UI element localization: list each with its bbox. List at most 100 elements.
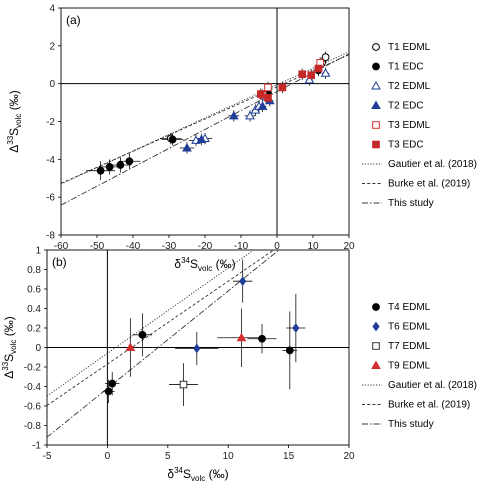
data-point [285,346,294,355]
y-axis-title-sup: 33 [6,135,15,144]
y-tick-label: -8 [46,231,55,242]
y-axis-title: Δ33Svolc (‰) [1,316,18,379]
legend-label: T1 EDC [388,62,424,73]
x-tick-label: -60 [54,241,69,252]
data-point [298,70,306,79]
x-axis-title-a: δ [167,467,174,481]
x-tick-label: -10 [234,241,249,252]
data-point [239,276,247,287]
x-axis-title-sub: volc [198,264,212,273]
data-point [245,110,255,120]
panel-b: -5 0 5 10 15 20 -1 -0.8 -0.6 -0.4 -0.2 0 0.2 0.4 0.6 0.… [1,246,477,484]
legend-marker [372,140,380,149]
x-axis-title-unit: (‰) [212,257,235,271]
panel-a: -60 -50 -40 -30 -20 -10 0 10 20-8-6-4-2024(a)δ34… [6,4,477,274]
x-tick-label: 10 [223,451,235,462]
legend-label: Gautier et al. (2018) [388,380,477,391]
data-point [264,83,272,92]
data-point [304,74,315,84]
plot-frame [60,7,350,236]
x-tick-label: -50 [90,241,105,252]
legend-label: T3 EDML [388,120,431,131]
data-point [321,53,330,62]
data-point [292,323,300,333]
x-tick-label: 20 [343,241,355,252]
data-point [125,342,136,351]
y-tick-label: -0.6 [24,402,42,413]
legend-label: Burke et al. (2019) [388,400,470,411]
x-tick-label: -40 [126,241,141,252]
panel-label: (b) [52,255,67,269]
data-point [314,64,323,73]
y-tick-label: 0.8 [27,265,41,276]
y-tick-label: -0.4 [24,382,42,393]
y-axis-title-s: S [7,128,21,136]
y-axis-title: Δ33Svolc (‰) [6,90,23,153]
data-point [116,161,125,169]
data-point [320,68,331,77]
y-axis-title-a: Δ [7,145,21,153]
y-axis-title-unit: (‰) [2,316,16,339]
x-tick-label: 15 [283,451,295,462]
y-tick-label: 4 [49,4,55,15]
legend-label: This study [388,198,434,209]
data-point [96,166,105,175]
x-tick-label: 5 [165,451,171,462]
legend-marker [372,43,380,51]
x-axis-title: δ34Svolc (‰) [167,466,228,483]
data-point [307,71,315,79]
y-tick-label: 0.4 [27,304,41,315]
y-axis-title-sub: volc [14,114,23,128]
legend-marker [371,80,381,90]
legend-marker [371,100,381,109]
legend-marker [371,360,381,369]
data-point [182,142,192,152]
legend-label: Gautier et al. (2018) [388,159,477,170]
y-tick-label: 1 [35,246,41,257]
data-point [257,101,268,110]
x-tick-label: -5 [43,451,52,462]
x-axis-title-s: S [190,257,198,271]
reference-line [47,250,275,406]
y-tick-label: -2 [46,117,55,128]
data-point [196,134,207,143]
x-tick-label: 0 [105,451,111,462]
legend-marker [372,62,380,71]
data-point [228,110,239,120]
data-point [257,90,265,98]
y-tick-label: -0.8 [24,421,42,432]
y-axis-title-sup: 33 [1,361,10,370]
x-tick-label: 20 [343,451,355,462]
reference-lines [47,250,280,438]
legend-marker [372,121,380,129]
legend-label: T9 EDML [388,361,431,372]
y-axis-title-s: S [2,354,16,362]
legend-label: This study [388,419,434,430]
y-tick-label: 0 [35,343,41,354]
x-axis-title-sup: 34 [181,256,190,265]
legend-label: T3 EDC [388,140,424,151]
legend-marker [372,303,380,311]
reference-line [61,53,349,206]
y-tick-label: 0.6 [27,285,41,296]
y-tick-label: -1 [32,441,41,452]
data-point [105,163,114,171]
legend-label: T6 EDML [388,322,431,333]
y-axis-title-unit: (‰) [7,90,21,113]
data-point [138,330,147,339]
data-point [264,94,272,102]
legend-label: T2 EDML [388,81,431,92]
y-tick-label: 0 [49,79,55,90]
x-axis-title: δ34Svolc (‰) [174,256,235,273]
legend-label: T4 EDML [388,302,431,313]
reference-line [47,250,255,397]
data-point [179,380,188,389]
y-tick-label: 2 [49,41,55,52]
legend-label: T2 EDC [388,101,424,112]
data-point [104,387,113,396]
x-tick-label: 0 [274,241,280,252]
y-axis-title-a: Δ [2,371,16,379]
y-tick-label: -0.2 [24,363,42,374]
data-point [168,135,177,144]
y-axis-title-sub: volc [9,340,18,354]
